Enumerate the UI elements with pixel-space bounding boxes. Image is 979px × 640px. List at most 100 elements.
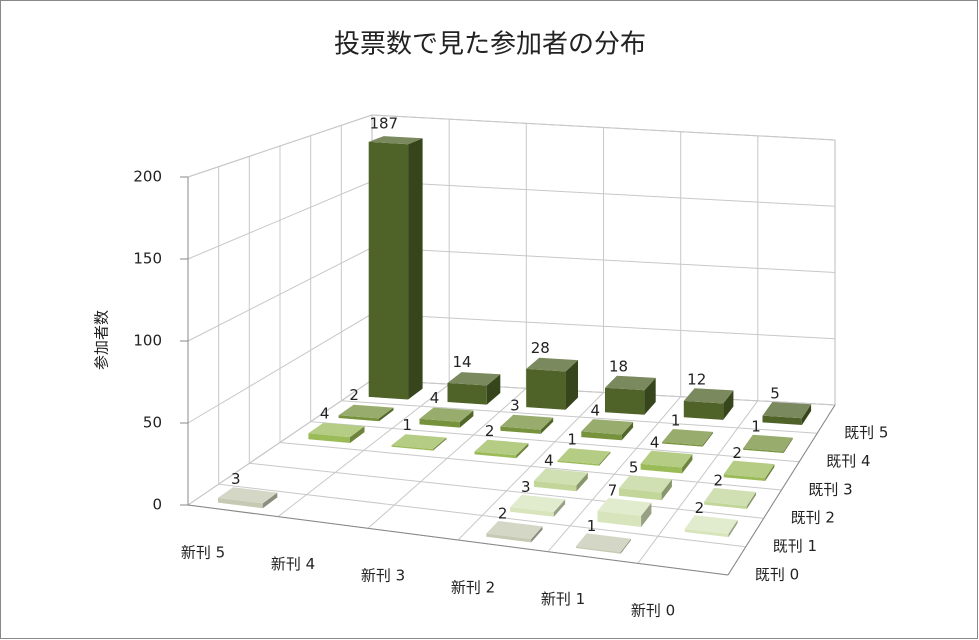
bar-side: [644, 377, 656, 415]
x-tick-label: 新刊 0: [631, 602, 675, 620]
data-label: 3: [510, 397, 520, 415]
bar-front: [419, 418, 460, 428]
bar-top: [683, 388, 734, 404]
bar: [743, 434, 793, 453]
data-label: 5: [629, 458, 639, 476]
bar-front: [597, 510, 642, 527]
bar-side: [621, 422, 634, 441]
data-label: 2: [695, 499, 705, 517]
bar-side: [702, 431, 713, 447]
data-label: 4: [430, 389, 440, 407]
bar-side: [262, 492, 278, 509]
bar: [500, 414, 554, 434]
bar: [308, 422, 365, 443]
y-tick-label: 0: [152, 496, 162, 514]
bar: [662, 429, 713, 447]
bar: [486, 521, 543, 543]
bar-top: [605, 375, 656, 391]
bar-top: [500, 414, 554, 430]
bar-front: [338, 415, 379, 422]
x-tick-label: 新刊 5: [181, 543, 225, 561]
bar-front: [368, 141, 409, 400]
bar: [640, 450, 693, 474]
bar-front: [486, 533, 532, 543]
data-label: 14: [452, 353, 471, 371]
bar-side: [565, 360, 578, 410]
bar-side: [553, 499, 566, 517]
bar: [526, 357, 578, 410]
bar-top: [704, 487, 756, 506]
bar-side: [433, 437, 447, 451]
series-label: 既刊 4: [826, 452, 870, 470]
bar: [684, 515, 738, 538]
bar: [391, 434, 447, 451]
bar-front: [619, 488, 662, 501]
bar: [533, 468, 588, 492]
bar-front: [308, 433, 350, 443]
data-label: 2: [349, 386, 359, 404]
bar-side: [746, 492, 756, 509]
bar-top: [474, 439, 529, 456]
bar-front: [218, 497, 263, 509]
bar-front: [581, 431, 622, 441]
data-label: 4: [650, 434, 660, 452]
data-label: 3: [231, 470, 241, 488]
bar: [704, 487, 756, 509]
data-label: 2: [485, 422, 495, 440]
bar-side: [682, 454, 693, 474]
bar: [557, 448, 611, 466]
series-label: 既刊 3: [808, 480, 852, 498]
x-tick-label: 新刊 3: [361, 567, 405, 585]
data-label: 3: [521, 478, 531, 496]
bar-side: [516, 443, 529, 459]
data-label: 1: [402, 416, 412, 434]
bar-side: [599, 451, 611, 466]
bar-side: [723, 390, 734, 420]
bar: [605, 375, 656, 415]
bar-top: [447, 372, 501, 386]
x-tick-label: 新刊 4: [271, 555, 315, 573]
bar: [683, 388, 734, 420]
bar-side: [765, 464, 775, 481]
bar-top: [684, 515, 738, 534]
bar-front: [683, 400, 724, 420]
bar-top: [619, 475, 672, 493]
bar-side: [379, 407, 394, 422]
bar: [762, 402, 812, 425]
bar-side: [531, 526, 543, 543]
bar-front: [662, 442, 703, 447]
bar-side: [459, 410, 474, 428]
data-label: 4: [544, 451, 554, 469]
x-tick-label: 新刊 2: [451, 578, 495, 596]
bar-front: [533, 480, 577, 492]
bar-front: [704, 501, 747, 509]
data-label: 4: [591, 401, 601, 419]
bar-side: [408, 138, 423, 400]
bar-front: [474, 451, 517, 459]
data-label: 1: [567, 431, 577, 449]
data-label: 1: [671, 412, 681, 430]
bar-top: [743, 434, 793, 452]
bar-top: [762, 402, 812, 419]
data-label: 5: [770, 385, 780, 403]
bar-top: [391, 434, 447, 450]
bar-top: [526, 357, 578, 372]
data-label: 4: [320, 404, 330, 422]
data-label: 7: [608, 481, 618, 499]
bar-front: [762, 415, 802, 425]
bar-side: [661, 479, 672, 501]
bar-front: [510, 507, 554, 517]
bar-front: [605, 387, 645, 415]
bar: [447, 372, 501, 405]
data-label: 28: [531, 339, 550, 357]
series-label: 既刊 1: [773, 537, 817, 555]
y-tick-label: 150: [133, 250, 162, 268]
data-label: 2: [732, 444, 742, 462]
bar-front: [640, 463, 683, 474]
x-tick-label: 新刊 1: [541, 590, 585, 608]
bar-side: [801, 404, 812, 425]
z-axis: [727, 404, 836, 576]
bar-front: [526, 368, 566, 410]
y-tick-label: 200: [133, 168, 162, 186]
